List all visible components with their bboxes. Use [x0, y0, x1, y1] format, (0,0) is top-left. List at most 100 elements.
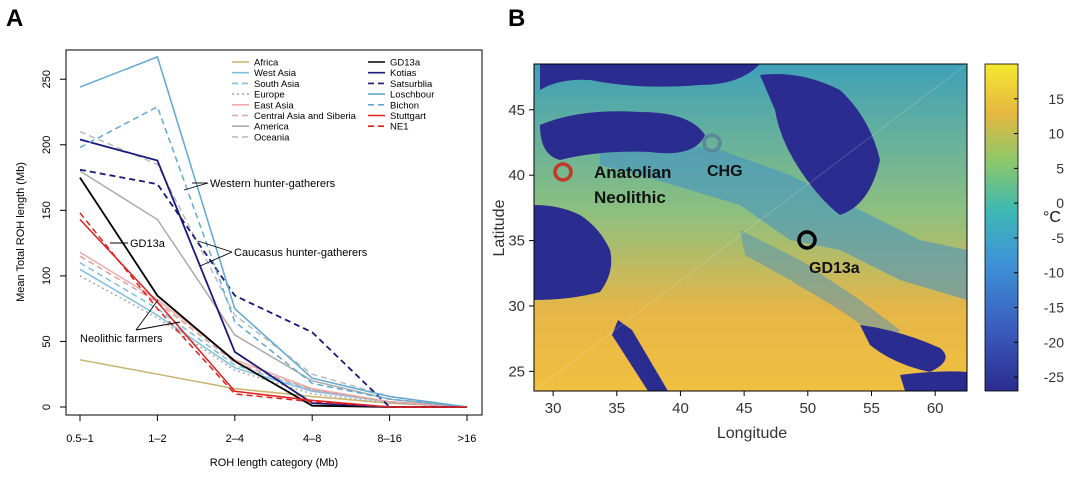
colorbar-tick-label: 10 [1048, 126, 1064, 142]
x-axis-label: ROH length category (Mb) [210, 457, 338, 469]
map-persian-gulf [860, 325, 946, 372]
map-y-axis: 25 30 35 40 45 [508, 102, 534, 380]
legend-label: West Asia [254, 68, 297, 79]
y-tick-label: 250 [41, 70, 53, 88]
map-north-sea [540, 64, 760, 90]
map-y-tick-label: 40 [508, 167, 525, 184]
series-line-europe [79, 275, 468, 408]
map-y-axis-label: Latitude [491, 199, 508, 256]
map-frame [533, 63, 968, 392]
x-tick-label: 4–8 [303, 433, 321, 445]
x-tick-label: >16 [458, 433, 477, 445]
map-x-tick-label: 55 [863, 400, 880, 417]
site-label-gd13a: GD13a [809, 260, 860, 277]
legend-label: South Asia [254, 79, 300, 90]
legend-label: Satsurblia [390, 79, 433, 90]
series-line-africa [79, 359, 468, 408]
site-label-chg: CHG [707, 163, 743, 180]
site-marker-anatolian [553, 162, 573, 182]
site-label-anatolian-line2: Neolithic [594, 188, 666, 207]
y-tick-label: 100 [41, 267, 53, 285]
map-arabian-sea [900, 371, 967, 391]
map-black-sea [540, 111, 705, 160]
y-axis-label: Mean Total ROH length (Mb) [15, 162, 27, 302]
annotation-neo-label: Neolithic farmers [80, 333, 163, 345]
series-line-central-asia-and-siberia [79, 255, 468, 408]
y-tick-label: 0 [41, 404, 53, 410]
colorbar [984, 63, 1019, 392]
y-axis: 0 50 100 150 200 250 [41, 70, 66, 410]
legend-label: GD13a [390, 58, 421, 69]
map-x-tick-label: 60 [927, 400, 944, 417]
series-line-stuttgart [79, 218, 467, 408]
x-tick-label: 1–2 [148, 433, 166, 445]
map-x-tick-label: 35 [608, 400, 625, 417]
site-label-anatolian-line1: Anatolian [594, 163, 671, 182]
series-line-america [79, 170, 468, 408]
series-lines [79, 55, 468, 408]
annotation-chg-label: Caucasus hunter-gatherers [234, 247, 368, 259]
map-mediterranean [534, 205, 612, 300]
colorbar-tick-label: 5 [1056, 160, 1064, 176]
y-tick-label: 50 [41, 335, 53, 347]
legend-label: Oceania [254, 132, 290, 143]
site-marker-gd13a [797, 230, 817, 250]
map-artifact-line [534, 64, 967, 391]
annotation-gd13a: GD13a [110, 238, 166, 250]
temperature-map [534, 64, 967, 391]
map-x-tick-label: 40 [672, 400, 689, 417]
x-axis: 0.5–1 1–2 2–4 4–8 8–16 >16 [66, 415, 476, 445]
colorbar-tick-label: -15 [1044, 300, 1064, 316]
y-tick-label: 150 [41, 201, 53, 219]
map-y-tick-label: 45 [508, 102, 525, 119]
legend-label: Loschbour [390, 90, 434, 101]
legend-label: America [254, 122, 290, 133]
annotation-neo: Neolithic farmers [80, 299, 181, 345]
panel-a-letter: A [6, 5, 23, 32]
annotation-whg: Western hunter-gatherers [183, 178, 336, 191]
map-x-axis: 30 35 40 45 50 55 60 [545, 391, 944, 417]
x-tick-label: 2–4 [226, 433, 244, 445]
colorbar-tick-label: -10 [1044, 265, 1064, 281]
map-x-axis-label: Longitude [717, 425, 787, 442]
x-tick-label: 0.5–1 [66, 433, 94, 445]
map-red-sea [612, 320, 668, 391]
legend-label: Kotias [390, 68, 417, 79]
annotation-whg-label: Western hunter-gatherers [210, 178, 336, 190]
map-x-tick-label: 50 [799, 400, 816, 417]
map-caspian-sea [760, 74, 880, 215]
series-line-oceania [79, 131, 468, 408]
legend-label: Stuttgart [390, 111, 426, 122]
map-highlands [600, 130, 967, 300]
series-line-bichon [79, 105, 468, 408]
map-zagros [740, 230, 900, 345]
legend-label: NE1 [390, 122, 408, 133]
map-y-tick-label: 25 [508, 363, 525, 380]
y-tick-label: 200 [41, 136, 53, 154]
legend-label: Central Asia and Siberia [254, 111, 357, 122]
map-x-tick-label: 30 [545, 400, 562, 417]
annotation-gd13a-label: GD13a [130, 238, 166, 250]
map-y-tick-label: 35 [508, 233, 525, 250]
colorbar-tick-label: 0 [1056, 195, 1064, 211]
annotation-chg: Caucasus hunter-gatherers [197, 240, 368, 267]
legend-label: Bichon [390, 100, 419, 111]
series-line-gd13a [79, 177, 467, 408]
map-y-tick-label: 30 [508, 298, 525, 315]
series-line-south-asia [79, 262, 468, 408]
colorbar-tick-label: -5 [1052, 230, 1065, 246]
series-line-ne1 [79, 212, 467, 408]
legend-label: East Asia [254, 100, 294, 111]
x-tick-label: 8–16 [377, 433, 401, 445]
colorbar-tick-label: -20 [1044, 334, 1064, 350]
series-line-loschbour [79, 55, 468, 408]
panel-b-letter: B [508, 5, 525, 32]
site-marker-chg [702, 133, 722, 153]
map-x-tick-label: 45 [736, 400, 753, 417]
legend-label: Europe [254, 90, 285, 101]
colorbar-label: °C [1043, 209, 1061, 226]
colorbar-tick-label: 15 [1048, 91, 1064, 107]
colorbar-tick-label: -25 [1044, 369, 1064, 385]
